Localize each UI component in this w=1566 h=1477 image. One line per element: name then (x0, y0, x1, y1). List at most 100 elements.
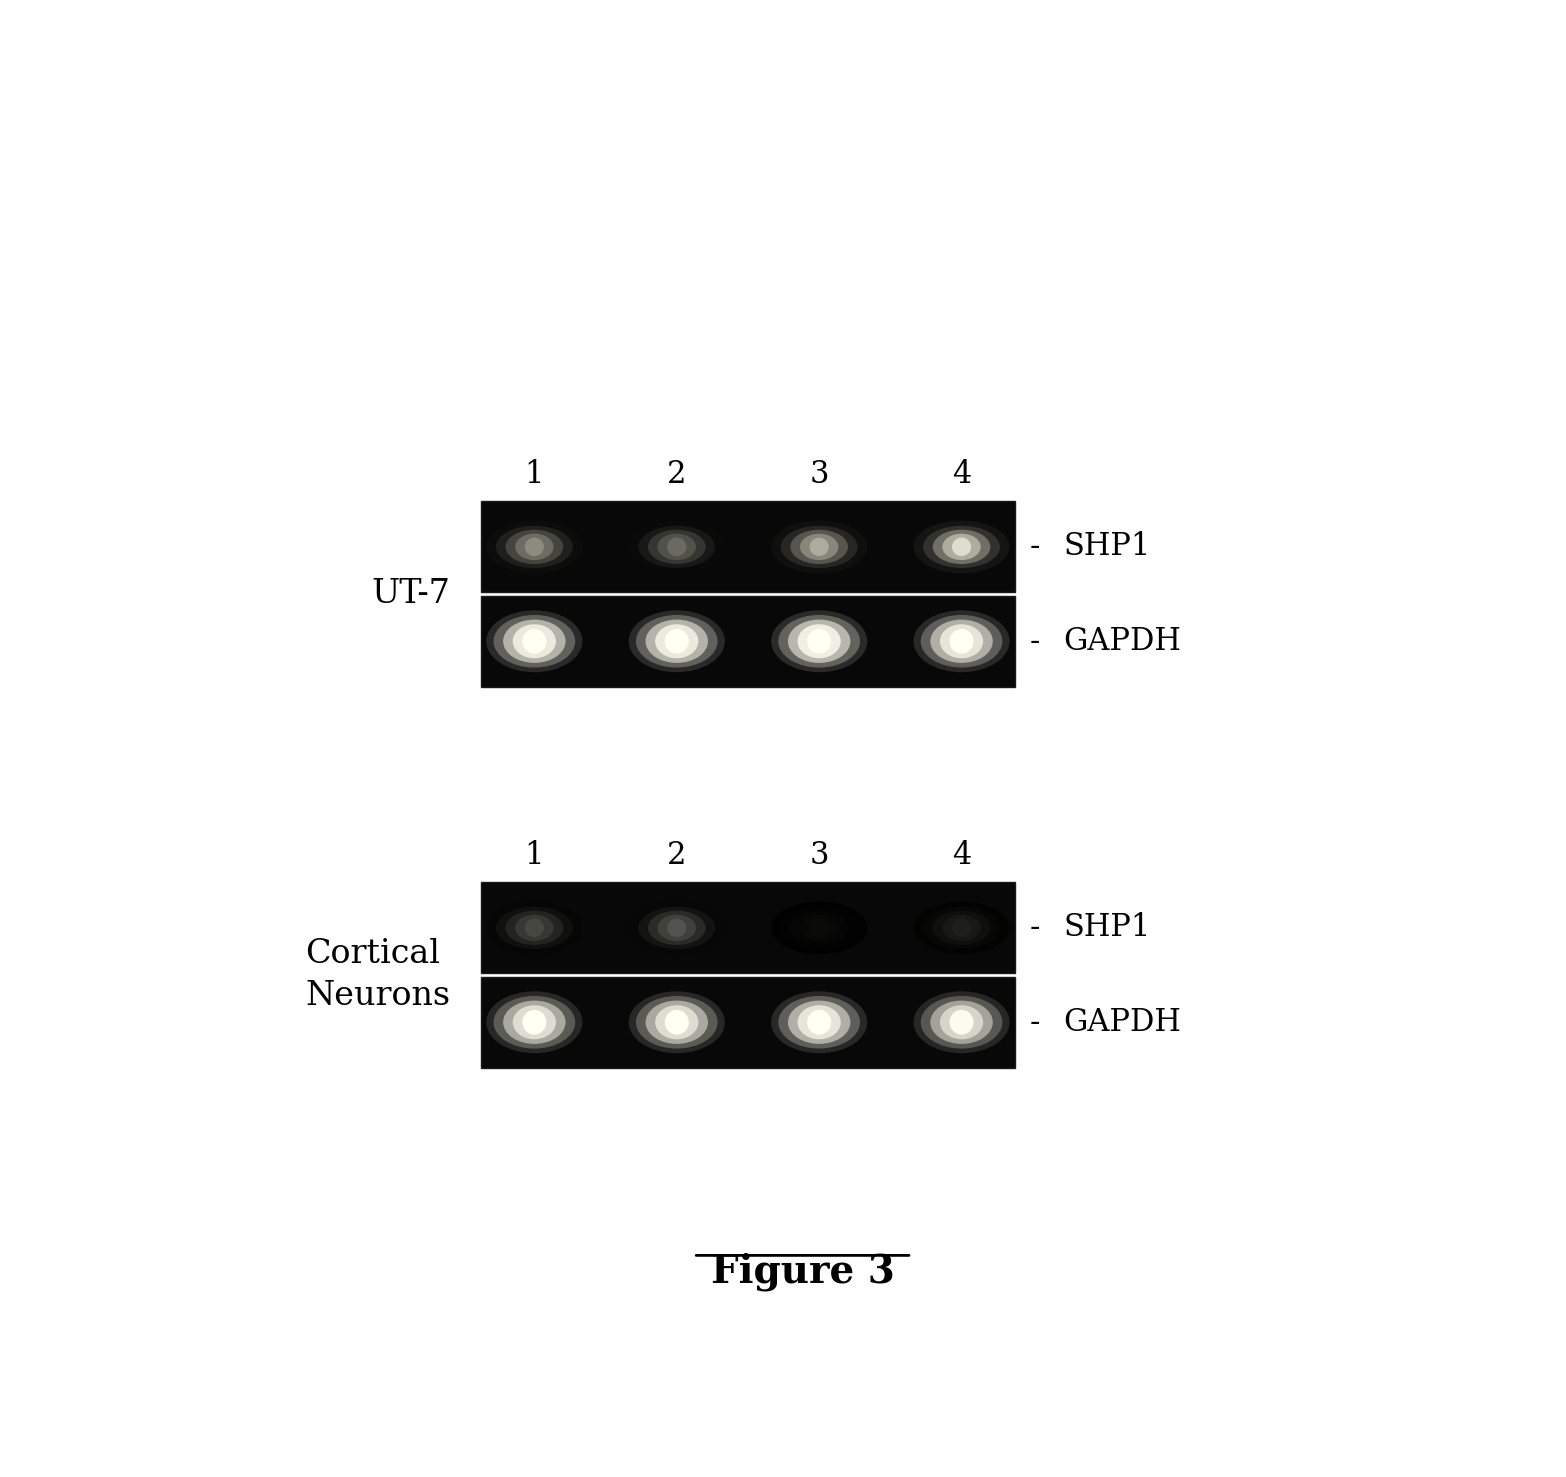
Ellipse shape (523, 629, 547, 654)
Ellipse shape (806, 1010, 832, 1034)
Text: -: - (1029, 626, 1040, 657)
Ellipse shape (515, 533, 554, 560)
Ellipse shape (525, 538, 543, 557)
Text: SHP1: SHP1 (1063, 913, 1151, 944)
Ellipse shape (791, 530, 849, 564)
Ellipse shape (930, 1000, 993, 1044)
Ellipse shape (913, 610, 1010, 672)
Ellipse shape (636, 614, 717, 668)
Ellipse shape (658, 533, 695, 560)
Ellipse shape (770, 610, 868, 672)
Ellipse shape (487, 610, 583, 672)
Bar (481, 595, 1015, 687)
Ellipse shape (645, 619, 708, 663)
Ellipse shape (503, 1000, 565, 1044)
Ellipse shape (781, 907, 858, 948)
Ellipse shape (628, 991, 725, 1053)
Ellipse shape (496, 907, 573, 948)
Text: GAPDH: GAPDH (1063, 1007, 1181, 1038)
Ellipse shape (648, 911, 706, 945)
Text: 4: 4 (952, 459, 971, 490)
Ellipse shape (523, 1010, 547, 1034)
Ellipse shape (628, 901, 725, 954)
Ellipse shape (770, 901, 868, 954)
Ellipse shape (952, 919, 971, 936)
Ellipse shape (493, 614, 575, 668)
Ellipse shape (922, 907, 1001, 948)
Ellipse shape (770, 991, 868, 1053)
Ellipse shape (943, 533, 980, 560)
Ellipse shape (930, 619, 993, 663)
Ellipse shape (778, 614, 860, 668)
Ellipse shape (913, 991, 1010, 1053)
Ellipse shape (664, 629, 689, 654)
Text: -: - (1029, 532, 1040, 563)
Ellipse shape (797, 625, 841, 659)
Ellipse shape (525, 919, 543, 936)
Text: GAPDH: GAPDH (1063, 626, 1181, 657)
Text: 2: 2 (667, 459, 686, 490)
Ellipse shape (913, 520, 1010, 573)
Ellipse shape (628, 610, 725, 672)
Ellipse shape (810, 919, 828, 936)
Bar (481, 976, 1015, 1068)
Ellipse shape (788, 1000, 850, 1044)
Ellipse shape (645, 1000, 708, 1044)
Ellipse shape (655, 625, 698, 659)
Text: 1: 1 (525, 459, 543, 490)
Ellipse shape (922, 526, 1001, 569)
Ellipse shape (667, 538, 686, 557)
Text: -: - (1029, 913, 1040, 944)
Ellipse shape (949, 1010, 974, 1034)
Text: SHP1: SHP1 (1063, 532, 1151, 563)
Ellipse shape (493, 995, 575, 1049)
Ellipse shape (639, 526, 716, 569)
Ellipse shape (506, 911, 564, 945)
Text: Figure 3: Figure 3 (711, 1252, 894, 1291)
Ellipse shape (636, 995, 717, 1049)
Ellipse shape (940, 625, 983, 659)
Ellipse shape (940, 1006, 983, 1040)
Text: 1: 1 (525, 840, 543, 871)
Ellipse shape (933, 530, 990, 564)
Ellipse shape (658, 914, 695, 941)
Ellipse shape (667, 919, 686, 936)
Ellipse shape (810, 538, 828, 557)
Ellipse shape (503, 619, 565, 663)
Ellipse shape (933, 911, 990, 945)
Text: UT-7: UT-7 (371, 578, 451, 610)
Ellipse shape (770, 520, 868, 573)
Ellipse shape (648, 530, 706, 564)
Ellipse shape (487, 901, 583, 954)
Ellipse shape (512, 1006, 556, 1040)
Ellipse shape (628, 520, 725, 573)
Ellipse shape (943, 914, 980, 941)
Ellipse shape (952, 538, 971, 557)
Ellipse shape (788, 619, 850, 663)
Text: 2: 2 (667, 840, 686, 871)
Ellipse shape (487, 991, 583, 1053)
Ellipse shape (921, 995, 1002, 1049)
Text: 4: 4 (952, 840, 971, 871)
Text: -: - (1029, 1007, 1040, 1038)
Bar (481, 882, 1015, 973)
Ellipse shape (791, 911, 849, 945)
Text: 3: 3 (810, 459, 828, 490)
Ellipse shape (639, 907, 716, 948)
Ellipse shape (949, 629, 974, 654)
Ellipse shape (655, 1006, 698, 1040)
Ellipse shape (781, 526, 858, 569)
Ellipse shape (800, 533, 838, 560)
Ellipse shape (800, 914, 838, 941)
Ellipse shape (487, 520, 583, 573)
Ellipse shape (506, 530, 564, 564)
Ellipse shape (496, 526, 573, 569)
Bar (481, 501, 1015, 592)
Ellipse shape (512, 625, 556, 659)
Ellipse shape (806, 629, 832, 654)
Ellipse shape (515, 914, 554, 941)
Ellipse shape (664, 1010, 689, 1034)
Text: 3: 3 (810, 840, 828, 871)
Text: Cortical
Neurons: Cortical Neurons (305, 938, 451, 1012)
Ellipse shape (921, 614, 1002, 668)
